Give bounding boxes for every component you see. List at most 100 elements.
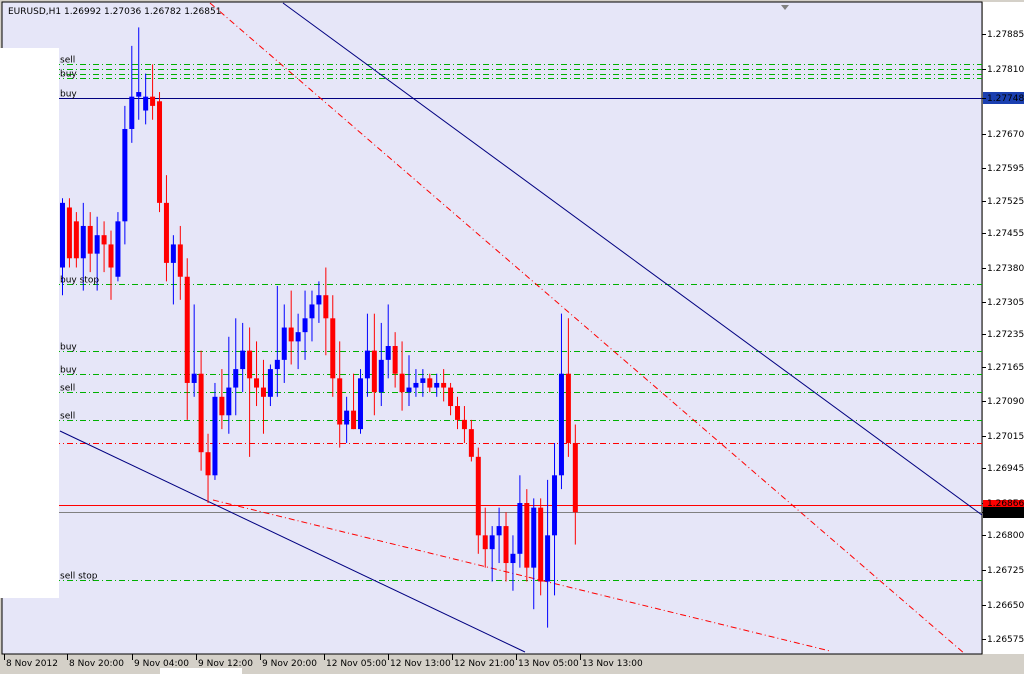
y-tick-label: 1.26575 <box>987 635 1024 645</box>
candle-body[interactable] <box>219 396 225 416</box>
candle-body[interactable] <box>434 382 440 388</box>
trendline-red-upper[interactable] <box>209 2 966 655</box>
x-tick-label: 12 Nov 05:00 <box>326 659 387 669</box>
time-axis-bg <box>0 655 1024 674</box>
candle-body[interactable] <box>198 373 204 453</box>
candle-body[interactable] <box>163 202 169 263</box>
candle-body[interactable] <box>94 235 100 254</box>
candle-body[interactable] <box>184 276 190 383</box>
candle-body[interactable] <box>503 526 509 564</box>
price-axis[interactable]: 1.27885 1.27810 1.27748 1.27670 1.27595 1.275… <box>982 2 1024 654</box>
candle-body[interactable] <box>267 369 273 397</box>
candle-body[interactable] <box>274 359 280 370</box>
candle-body[interactable] <box>80 225 86 259</box>
candle-body[interactable] <box>143 96 149 111</box>
candle-body[interactable] <box>136 92 142 97</box>
candle-body[interactable] <box>254 378 260 388</box>
candle-body[interactable] <box>565 373 571 443</box>
candle-body[interactable] <box>524 503 530 568</box>
candle-body[interactable] <box>323 295 329 319</box>
candle-body[interactable] <box>399 373 405 393</box>
candle-body[interactable] <box>406 387 412 393</box>
candle-body[interactable] <box>371 350 377 393</box>
candle-body[interactable] <box>475 456 481 536</box>
candle-body[interactable] <box>517 503 523 554</box>
candle-body[interactable] <box>510 553 516 564</box>
candle-body[interactable] <box>468 429 474 457</box>
candle-body[interactable] <box>482 535 488 550</box>
candle-body[interactable] <box>205 452 211 476</box>
y-tick-label: 1.27748 <box>987 94 1024 104</box>
candle-body[interactable] <box>260 387 266 397</box>
candle-body[interactable] <box>364 350 370 379</box>
candle-body[interactable] <box>302 318 308 333</box>
candle-body[interactable] <box>351 410 357 430</box>
candle-body[interactable] <box>545 535 551 582</box>
candle-body[interactable] <box>233 369 239 388</box>
candle-body[interactable] <box>122 128 128 222</box>
candle-body[interactable] <box>392 346 398 374</box>
candle-body[interactable] <box>101 235 107 245</box>
trendline-blue-lower[interactable] <box>59 430 526 653</box>
trendline-red-lower[interactable] <box>212 499 831 652</box>
candle-body[interactable] <box>489 535 495 550</box>
y-tick-label: 1.27455 <box>987 229 1024 239</box>
x-tick-label: 12 Nov 21:00 <box>454 659 515 669</box>
candle-body[interactable] <box>309 304 315 319</box>
candle-body[interactable] <box>531 507 537 568</box>
candle-body[interactable] <box>461 419 467 430</box>
candle-body[interactable] <box>226 387 232 416</box>
candle-body[interactable] <box>538 507 544 582</box>
y-tick-label: 1.27165 <box>987 363 1024 373</box>
candle-body[interactable] <box>316 295 322 305</box>
y-tick-label: 1.27305 <box>987 298 1024 308</box>
candle-body[interactable] <box>150 96 156 106</box>
candle-body[interactable] <box>413 382 419 388</box>
y-tick-label: 1.26650 <box>987 601 1024 611</box>
candle-body[interactable] <box>87 225 93 254</box>
candle-body[interactable] <box>170 244 176 263</box>
candle-body[interactable] <box>385 346 391 360</box>
candle-body[interactable] <box>558 373 564 476</box>
candle-body[interactable] <box>295 332 301 342</box>
candle-body[interactable] <box>247 350 253 379</box>
candle-body[interactable] <box>281 327 287 360</box>
candle-body[interactable] <box>552 475 558 536</box>
candle-body[interactable] <box>448 387 454 407</box>
candle-body[interactable] <box>191 373 197 383</box>
x-tick-label: 8 Nov 2012 <box>6 659 58 669</box>
candle-body[interactable] <box>337 378 343 425</box>
candle-body[interactable] <box>572 442 578 513</box>
candle-body[interactable] <box>177 244 183 277</box>
candle-body[interactable] <box>378 359 384 393</box>
candle-body[interactable] <box>212 396 218 476</box>
candle-body[interactable] <box>115 221 121 277</box>
bottom-gap-block <box>160 668 242 674</box>
candle-body[interactable] <box>455 406 461 420</box>
candle-body[interactable] <box>441 382 447 388</box>
candle-body[interactable] <box>240 350 246 370</box>
trendline-blue-upper[interactable] <box>282 2 983 516</box>
x-tick-label: 13 Nov 05:00 <box>518 659 579 669</box>
candle-body[interactable] <box>60 202 65 268</box>
x-tick-label: 9 Nov 20:00 <box>262 659 317 669</box>
y-tick-label: 1.27090 <box>987 397 1024 407</box>
candle-body[interactable] <box>73 221 79 259</box>
candle-body[interactable] <box>420 378 426 383</box>
time-axis[interactable]: 8 Nov 2012 8 Nov 20:00 9 Nov 04:00 9 Nov 12… <box>0 654 1024 674</box>
candle-body[interactable] <box>129 96 135 129</box>
price-axis-bg <box>983 2 1024 654</box>
candle-body[interactable] <box>157 101 163 203</box>
x-tick-label: 13 Nov 13:00 <box>582 659 643 669</box>
scroll-marker-icon[interactable] <box>781 5 789 10</box>
candle-body[interactable] <box>288 327 294 342</box>
candle-body[interactable] <box>427 378 433 388</box>
candle-body[interactable] <box>66 207 72 259</box>
candle-body[interactable] <box>344 410 350 425</box>
candle-body[interactable] <box>330 318 336 379</box>
candle-body[interactable] <box>357 378 363 430</box>
candle-body[interactable] <box>108 244 114 268</box>
candle-body[interactable] <box>496 526 502 536</box>
